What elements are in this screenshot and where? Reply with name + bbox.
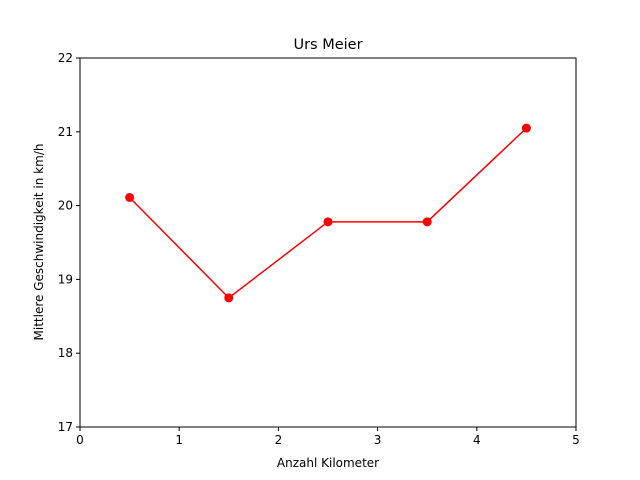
x-tick-label: 3: [374, 433, 382, 447]
x-axis-label: Anzahl Kilometer: [277, 456, 379, 470]
data-point: [323, 217, 333, 227]
series-markers: [125, 123, 531, 303]
series-line: [129, 127, 527, 299]
y-axis: 17 18 19 20 21 22: [58, 51, 80, 434]
y-tick-label: 22: [58, 51, 73, 65]
x-tick-label: 1: [175, 433, 183, 447]
y-axis-label: Mittlere Geschwindigkeit in km/h: [32, 144, 46, 341]
y-tick-label: 20: [58, 199, 73, 213]
x-tick-label: 0: [76, 433, 84, 447]
x-axis: 0 1 2 3 4 5: [76, 427, 580, 447]
chart-title: Urs Meier: [293, 37, 362, 53]
y-tick-label: 18: [58, 346, 73, 360]
y-tick-label: 21: [58, 125, 73, 139]
data-point: [224, 293, 234, 303]
plot-area-frame: [79, 57, 577, 428]
y-tick-label: 19: [58, 272, 73, 286]
y-tick-label: 17: [58, 420, 73, 434]
x-tick-label: 2: [275, 433, 283, 447]
x-tick-label: 4: [473, 433, 481, 447]
data-point: [422, 217, 432, 227]
data-point: [125, 192, 135, 202]
x-tick-label: 5: [572, 433, 580, 447]
data-point: [521, 123, 531, 133]
